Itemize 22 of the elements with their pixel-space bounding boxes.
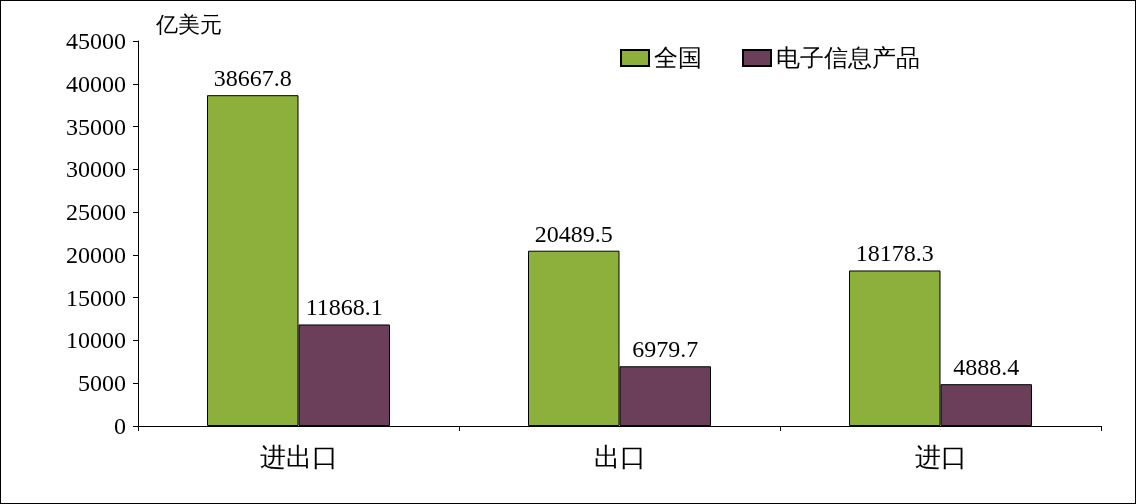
y-tick-label: 40000	[66, 70, 126, 97]
data-label: 11868.1	[305, 294, 383, 321]
x-tick-label: 进出口	[259, 442, 338, 472]
y-axis-title: 亿美元	[155, 11, 222, 37]
data-label: 20489.5	[534, 220, 613, 247]
legend-label: 全国	[654, 45, 702, 71]
x-tick-label: 出口	[593, 442, 646, 472]
y-tick-label: 30000	[66, 156, 126, 183]
data-label: 6979.7	[632, 336, 699, 363]
legend-label: 电子信息产品	[776, 45, 920, 71]
y-tick-label: 25000	[66, 199, 126, 226]
y-tick-label: 5000	[78, 370, 126, 397]
y-tick-label: 0	[114, 413, 126, 439]
data-label: 38667.8	[213, 65, 292, 92]
y-tick-label: 10000	[66, 327, 126, 354]
y-tick-label: 15000	[66, 284, 126, 311]
x-tick-label: 进口	[914, 442, 967, 472]
y-tick-label: 45000	[66, 28, 126, 54]
data-label: 18178.3	[855, 240, 934, 267]
y-tick-label: 20000	[66, 241, 126, 268]
y-tick-label: 35000	[66, 113, 126, 140]
data-label: 4888.4	[953, 354, 1020, 381]
